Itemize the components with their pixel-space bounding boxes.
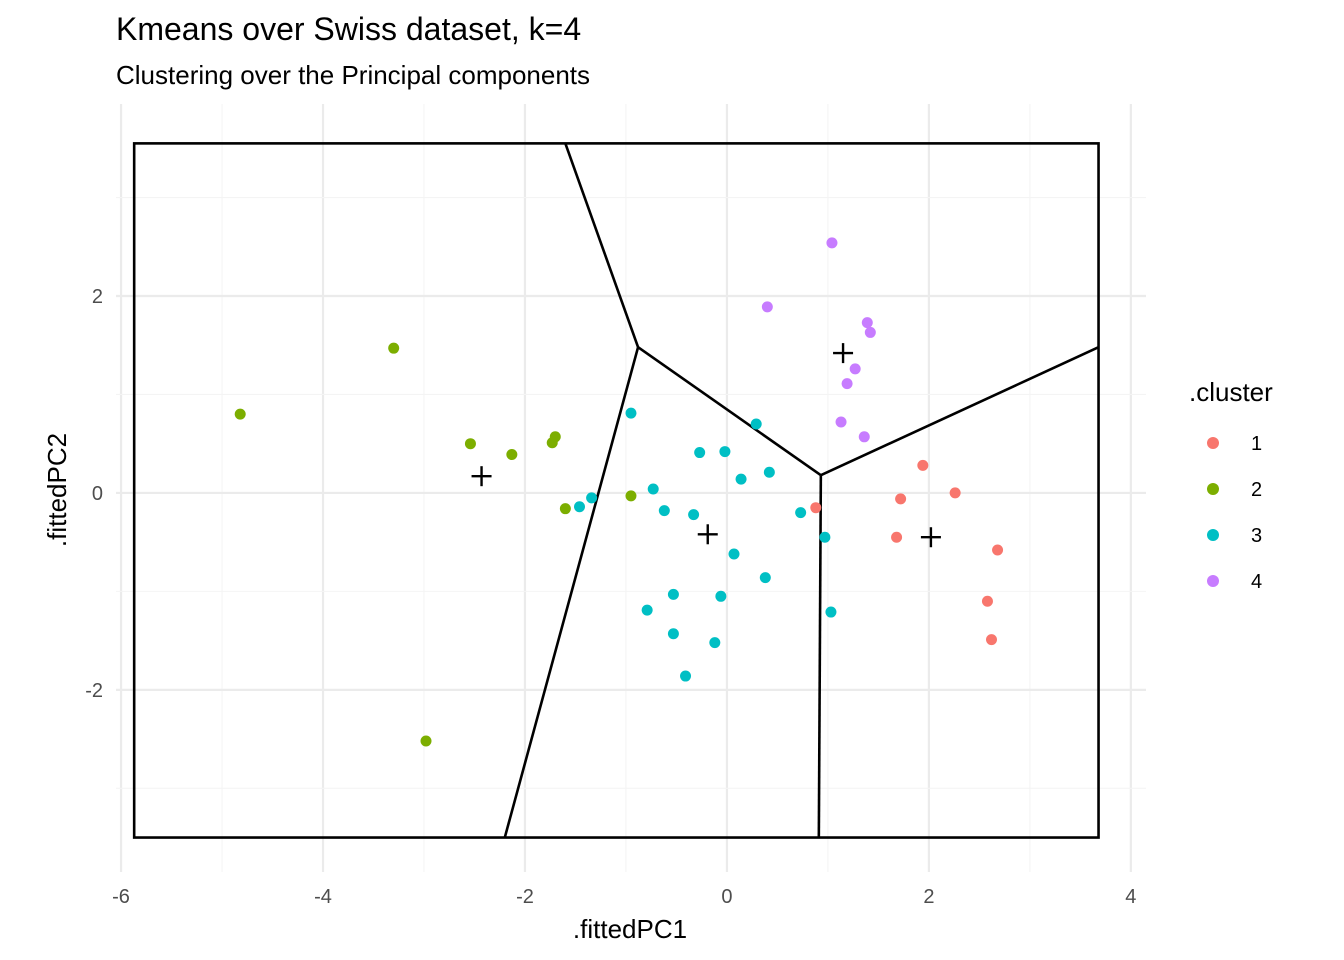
centroid-marker	[833, 343, 854, 364]
point-cluster-1	[917, 459, 929, 471]
x-tick-label: 4	[1125, 886, 1136, 908]
point-cluster-3	[759, 572, 771, 584]
legend-key-1	[1207, 437, 1219, 449]
point-cluster-3	[709, 637, 721, 649]
legend: .cluster 1 2 3 4	[1189, 377, 1273, 593]
legend-key-4	[1207, 575, 1219, 587]
centroid-marker	[697, 524, 718, 545]
point-cluster-1	[986, 634, 997, 646]
point-cluster-3	[667, 588, 679, 600]
point-cluster-4	[835, 416, 847, 428]
point-cluster-3	[667, 628, 679, 640]
legend-label-1: 1	[1251, 433, 1262, 455]
x-axis-title: .fittedPC1	[573, 914, 687, 944]
point-cluster-3	[641, 604, 653, 616]
y-axis-title: .fittedPC2	[42, 433, 72, 547]
point-cluster-4	[849, 363, 861, 375]
chart-subtitle: Clustering over the Principal components	[116, 60, 590, 90]
point-cluster-2	[559, 503, 571, 515]
x-axis-ticks: -6 -4 -2 0 2 4	[112, 886, 1136, 908]
point-cluster-2	[420, 735, 432, 747]
voronoi-boundary	[132, 142, 1100, 839]
point-cluster-4	[858, 431, 870, 443]
x-tick-label: -6	[112, 886, 130, 908]
point-cluster-3	[715, 590, 727, 602]
point-cluster-3	[728, 548, 740, 560]
point-cluster-2	[234, 408, 246, 420]
point-cluster-2	[625, 490, 637, 502]
point-cluster-3	[694, 447, 706, 459]
point-cluster-1	[992, 544, 1004, 556]
point-cluster-2	[549, 431, 561, 443]
point-cluster-4	[841, 378, 853, 390]
legend-key-3	[1207, 529, 1219, 541]
point-cluster-2	[464, 438, 476, 450]
y-tick-label: 2	[92, 286, 103, 308]
point-cluster-3	[658, 505, 670, 517]
voronoi-edge	[503, 346, 640, 838]
point-cluster-3	[750, 418, 762, 430]
chart-title: Kmeans over Swiss dataset, k=4	[116, 11, 581, 47]
centroid-marker	[920, 527, 941, 548]
data-points	[234, 237, 1004, 747]
point-cluster-3	[719, 446, 731, 458]
voronoi-edge	[820, 346, 1100, 477]
y-axis-ticks: -2 0 2	[85, 286, 103, 702]
point-cluster-3	[825, 606, 837, 618]
y-tick-label: 0	[92, 483, 103, 505]
point-cluster-4	[761, 301, 773, 313]
point-cluster-1	[895, 493, 907, 505]
point-cluster-2	[388, 342, 400, 354]
centroid-marker	[471, 466, 492, 487]
x-tick-label: 0	[721, 886, 732, 908]
point-cluster-4	[826, 237, 838, 249]
point-cluster-3	[586, 492, 598, 504]
point-cluster-1	[981, 595, 993, 607]
grid	[116, 104, 1146, 872]
point-cluster-3	[574, 501, 585, 513]
y-tick-label: -2	[85, 680, 103, 702]
point-cluster-3	[795, 507, 807, 519]
x-tick-label: -2	[516, 886, 534, 908]
x-tick-label: 2	[923, 886, 934, 908]
point-cluster-1	[949, 487, 961, 499]
point-cluster-4	[861, 317, 873, 329]
point-cluster-2	[506, 449, 518, 461]
legend-label-2: 2	[1251, 479, 1262, 501]
legend-key-2	[1207, 483, 1219, 495]
legend-label-3: 3	[1251, 525, 1262, 547]
point-cluster-3	[688, 509, 700, 521]
point-cluster-1	[810, 502, 822, 514]
point-cluster-3	[680, 670, 692, 682]
voronoi-edge	[564, 142, 640, 348]
legend-label-4: 4	[1251, 571, 1262, 593]
point-cluster-1	[891, 531, 903, 543]
point-cluster-4	[864, 326, 876, 338]
point-cluster-3	[647, 483, 659, 495]
voronoi-edge	[817, 475, 823, 838]
point-cluster-3	[735, 473, 747, 485]
point-cluster-3	[819, 531, 831, 543]
voronoi-edge	[637, 346, 822, 477]
point-cluster-3	[625, 407, 637, 419]
legend-title: .cluster	[1189, 377, 1273, 407]
point-cluster-3	[763, 466, 775, 478]
x-tick-label: -4	[314, 886, 332, 908]
voronoi-bounding-box	[132, 142, 1100, 839]
cluster-centroids	[471, 343, 941, 548]
